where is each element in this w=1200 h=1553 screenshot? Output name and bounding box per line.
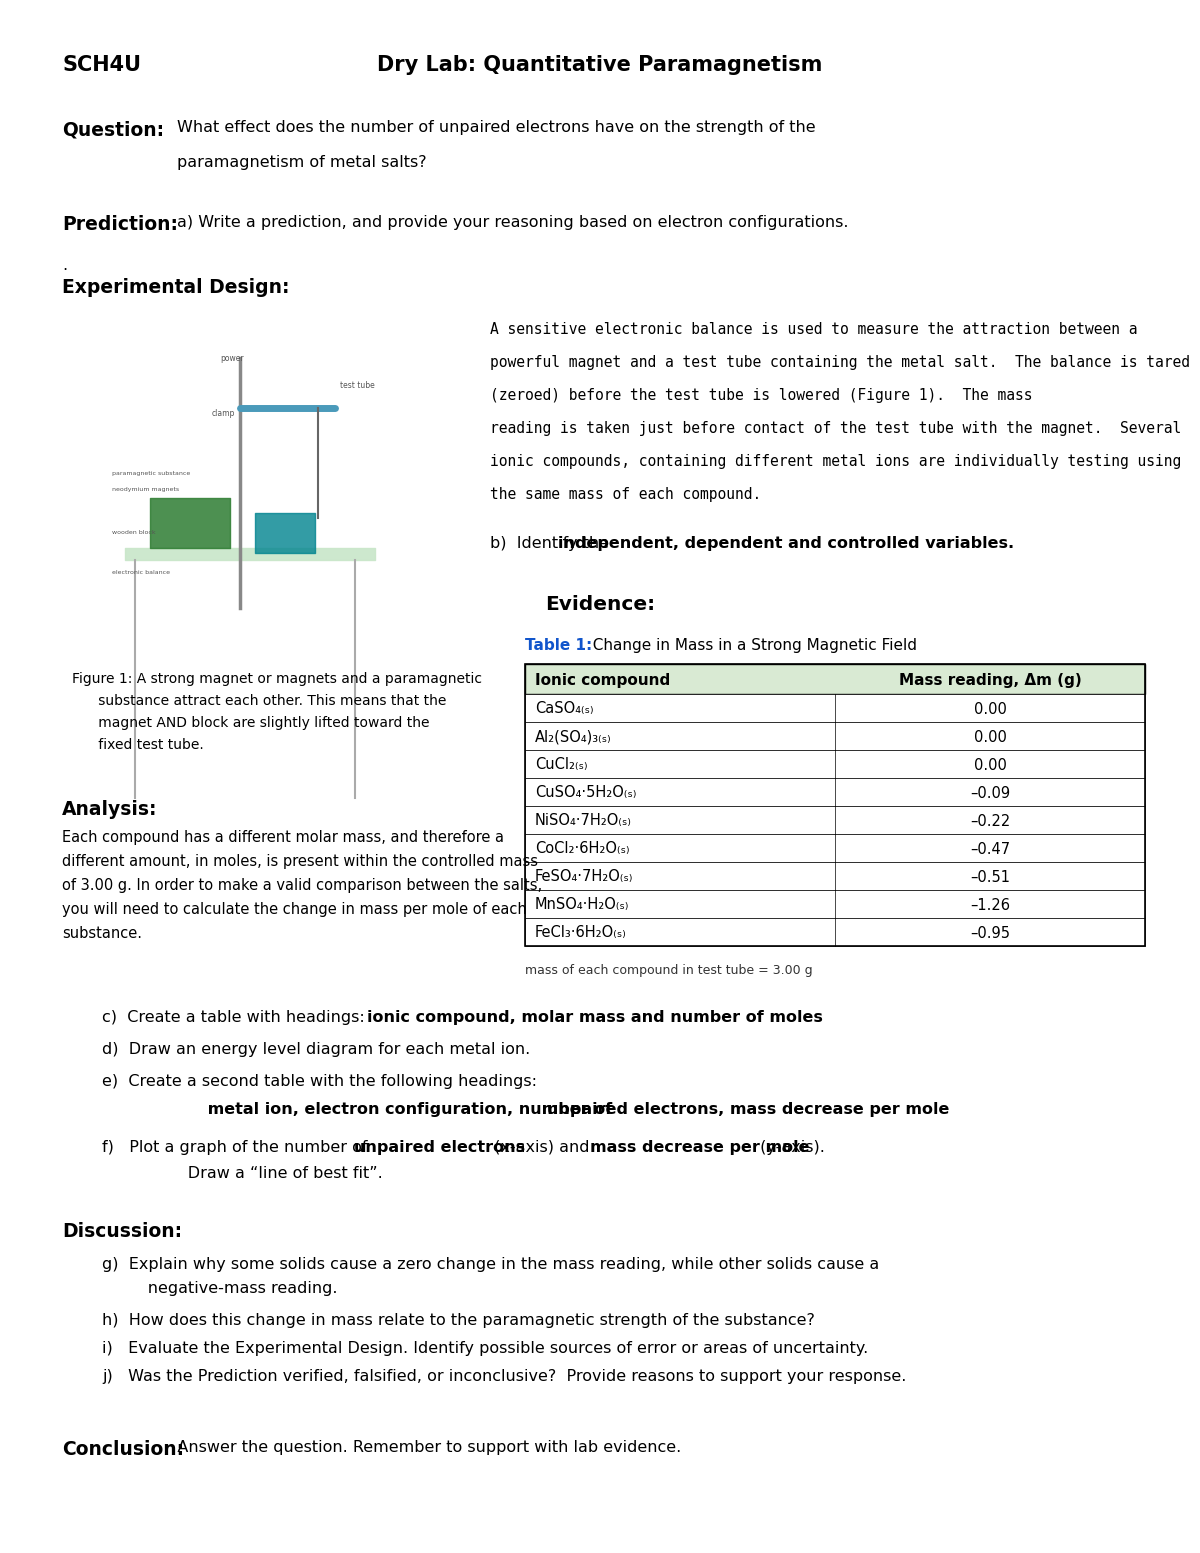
FancyBboxPatch shape	[526, 890, 1145, 918]
Text: the same mass of each compound.: the same mass of each compound.	[490, 488, 761, 502]
FancyBboxPatch shape	[526, 750, 1145, 778]
Text: j)   Was the Prediction verified, falsified, or inconclusive?  Provide reasons t: j) Was the Prediction verified, falsifie…	[102, 1370, 906, 1384]
FancyBboxPatch shape	[526, 694, 1145, 722]
Text: Answer the question. Remember to support with lab evidence.: Answer the question. Remember to support…	[162, 1440, 682, 1455]
FancyBboxPatch shape	[526, 778, 1145, 806]
Text: substance attract each other. This means that the: substance attract each other. This means…	[72, 694, 446, 708]
Text: independent, dependent and controlled variables.: independent, dependent and controlled va…	[558, 536, 1014, 551]
Text: powerful magnet and a test tube containing the metal salt.  The balance is tared: powerful magnet and a test tube containi…	[490, 356, 1190, 370]
Text: a) Write a prediction, and provide your reasoning based on electron configuratio: a) Write a prediction, and provide your …	[178, 214, 848, 230]
Text: FeSO₄·7H₂O₍ₛ₎: FeSO₄·7H₂O₍ₛ₎	[535, 870, 634, 885]
Text: fixed test tube.: fixed test tube.	[72, 738, 204, 752]
Text: b)  Identify the: b) Identify the	[490, 536, 614, 551]
Text: h)  How does this change in mass relate to the paramagnetic strength of the subs: h) How does this change in mass relate t…	[102, 1312, 815, 1328]
Text: .: .	[62, 258, 67, 273]
Text: unpaired electrons: unpaired electrons	[354, 1140, 526, 1155]
Text: 0.00: 0.00	[973, 702, 1007, 716]
FancyBboxPatch shape	[526, 722, 1145, 750]
Text: (y-axis).: (y-axis).	[755, 1140, 824, 1155]
Text: Analysis:: Analysis:	[62, 800, 157, 818]
Text: Dry Lab: Quantitative Paramagnetism: Dry Lab: Quantitative Paramagnetism	[377, 54, 823, 75]
Text: Prediction:: Prediction:	[62, 214, 178, 235]
Text: A sensitive electronic balance is used to measure the attraction between a: A sensitive electronic balance is used t…	[490, 321, 1138, 337]
Text: electronic balance: electronic balance	[112, 570, 170, 576]
Text: Conclusion:: Conclusion:	[62, 1440, 184, 1458]
Text: –0.09: –0.09	[970, 786, 1010, 800]
Text: Figure 1: A strong magnet or magnets and a paramagnetic: Figure 1: A strong magnet or magnets and…	[72, 672, 482, 686]
FancyBboxPatch shape	[526, 862, 1145, 890]
Text: e)  Create a second table with the following headings:: e) Create a second table with the follow…	[102, 1075, 538, 1089]
Text: CuSO₄·5H₂O₍ₛ₎: CuSO₄·5H₂O₍ₛ₎	[535, 786, 636, 800]
Text: ionic compound, molar mass and number of moles: ionic compound, molar mass and number of…	[367, 1009, 823, 1025]
Text: What effect does the number of unpaired electrons have on the strength of the: What effect does the number of unpaired …	[178, 120, 816, 135]
Text: g)  Explain why some solids cause a zero change in the mass reading, while other: g) Explain why some solids cause a zero …	[102, 1256, 880, 1272]
Text: different amount, in moles, is present within the controlled mass: different amount, in moles, is present w…	[62, 854, 538, 870]
Text: reading is taken just before contact of the test tube with the magnet.  Several: reading is taken just before contact of …	[490, 421, 1181, 436]
Text: i)   Evaluate the Experimental Design. Identify possible sources of error or are: i) Evaluate the Experimental Design. Ide…	[102, 1340, 869, 1356]
Text: –0.51: –0.51	[970, 870, 1010, 885]
Text: Change in Mass in a Strong Magnetic Field: Change in Mass in a Strong Magnetic Fiel…	[583, 638, 917, 652]
Text: Evidence:: Evidence:	[545, 595, 655, 613]
Text: Al₂(SO₄)₃₍ₛ₎: Al₂(SO₄)₃₍ₛ₎	[535, 730, 612, 744]
Text: unpaired electrons, mass decrease per mole: unpaired electrons, mass decrease per mo…	[547, 1103, 949, 1117]
Text: negative-mass reading.: negative-mass reading.	[118, 1281, 337, 1297]
Text: NiSO₄·7H₂O₍ₛ₎: NiSO₄·7H₂O₍ₛ₎	[535, 814, 632, 828]
Text: (x-axis) and: (x-axis) and	[490, 1140, 595, 1155]
Text: mass decrease per mole: mass decrease per mole	[590, 1140, 809, 1155]
FancyBboxPatch shape	[526, 806, 1145, 834]
Text: ionic compounds, containing different metal ions are individually testing using: ionic compounds, containing different me…	[490, 453, 1181, 469]
Text: clamp: clamp	[211, 408, 235, 418]
Text: metal ion, electron configuration, number of: metal ion, electron configuration, numbe…	[157, 1103, 618, 1117]
Text: Question:: Question:	[62, 120, 164, 140]
Text: neodymium magnets: neodymium magnets	[112, 488, 179, 492]
Text: f)   Plot a graph of the number of: f) Plot a graph of the number of	[102, 1140, 373, 1155]
Text: Experimental Design:: Experimental Design:	[62, 278, 289, 297]
FancyBboxPatch shape	[526, 834, 1145, 862]
Text: Ionic compound: Ionic compound	[535, 672, 671, 688]
Text: Draw a “line of best fit”.: Draw a “line of best fit”.	[157, 1166, 383, 1180]
FancyBboxPatch shape	[526, 918, 1145, 946]
Text: –0.22: –0.22	[970, 814, 1010, 828]
Text: magnet AND block are slightly lifted toward the: magnet AND block are slightly lifted tow…	[72, 716, 430, 730]
Text: of 3.00 g. In order to make a valid comparison between the salts,: of 3.00 g. In order to make a valid comp…	[62, 877, 542, 893]
Text: d)  Draw an energy level diagram for each metal ion.: d) Draw an energy level diagram for each…	[102, 1042, 530, 1058]
Text: Each compound has a different molar mass, and therefore a: Each compound has a different molar mass…	[62, 829, 504, 845]
Text: (zeroed) before the test tube is lowered (Figure 1).  The mass: (zeroed) before the test tube is lowered…	[490, 388, 1032, 402]
Text: –0.95: –0.95	[970, 926, 1010, 941]
Text: –1.26: –1.26	[970, 898, 1010, 913]
Text: SCH4U: SCH4U	[62, 54, 142, 75]
Text: you will need to calculate the change in mass per mole of each: you will need to calculate the change in…	[62, 902, 527, 916]
Text: 0.00: 0.00	[973, 730, 1007, 744]
Text: CaSO₄₍ₛ₎: CaSO₄₍ₛ₎	[535, 702, 594, 716]
Text: MnSO₄·H₂O₍ₛ₎: MnSO₄·H₂O₍ₛ₎	[535, 898, 629, 913]
Text: FeCl₃·6H₂O₍ₛ₎: FeCl₃·6H₂O₍ₛ₎	[535, 926, 626, 941]
FancyBboxPatch shape	[526, 665, 1145, 694]
Text: substance.: substance.	[62, 926, 142, 941]
Text: c)  Create a table with headings:: c) Create a table with headings:	[102, 1009, 370, 1025]
Text: Table 1:: Table 1:	[526, 638, 593, 652]
Text: Mass reading, Δm (g): Mass reading, Δm (g)	[899, 672, 1081, 688]
Text: mass of each compound in test tube = 3.00 g: mass of each compound in test tube = 3.0…	[526, 964, 812, 977]
Text: –0.47: –0.47	[970, 842, 1010, 857]
Text: Discussion:: Discussion:	[62, 1222, 182, 1241]
Text: 0.00: 0.00	[973, 758, 1007, 772]
Text: CoCl₂·6H₂O₍ₛ₎: CoCl₂·6H₂O₍ₛ₎	[535, 842, 630, 857]
Text: test tube: test tube	[340, 380, 374, 390]
Text: paramagnetic substance: paramagnetic substance	[112, 471, 191, 475]
Text: power: power	[220, 354, 244, 363]
Text: paramagnetism of metal salts?: paramagnetism of metal salts?	[178, 155, 427, 169]
Text: wooden block: wooden block	[112, 531, 156, 536]
Text: CuCl₂₍ₛ₎: CuCl₂₍ₛ₎	[535, 758, 588, 772]
FancyBboxPatch shape	[110, 318, 390, 627]
